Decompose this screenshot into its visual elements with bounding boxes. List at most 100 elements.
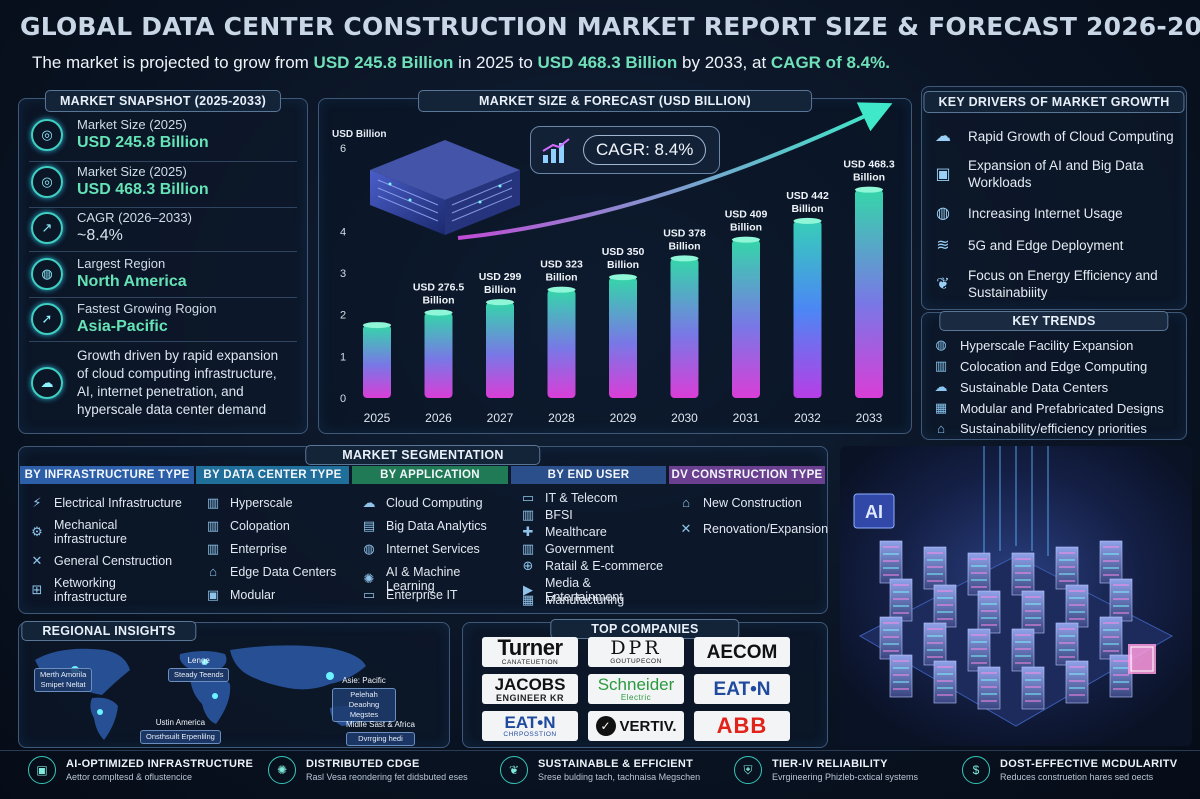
wifi-icon: ≋: [936, 237, 950, 254]
data-label: Billion: [853, 172, 885, 184]
cloud-network-icon: ☁: [31, 367, 63, 399]
trend-text: Sustainability/efficiency priorities: [960, 421, 1147, 436]
page-title: GLOBAL DATA CENTER CONSTRUCTION MARKET R…: [20, 12, 1200, 41]
footer-item: ▣ AI-OPTIMIZED INFRASTRUCTURE Aettor compl…: [28, 756, 253, 784]
data-label: USD 350: [602, 246, 645, 258]
database-icon: ▤: [362, 518, 376, 533]
segment-item-text: Cloud Computing: [386, 496, 483, 510]
target-icon: ◎: [31, 119, 63, 151]
region-name: Merth Amorila: [40, 670, 87, 679]
bar-cap: [609, 274, 637, 281]
bar: [670, 258, 699, 398]
segment-header: BY DATA CENTER TYPE: [196, 466, 349, 484]
segment-item: ⊞ Ketworking infrastructure: [28, 576, 168, 604]
vertiv-mark-icon: ✓: [595, 716, 616, 736]
bar-cap: [486, 299, 514, 306]
data-label: USD 323: [540, 259, 583, 271]
company-name: VERTIV.: [619, 717, 677, 735]
segment-header: DV CONSTRUCTION TYPE: [669, 466, 825, 484]
segment-item: ▭ IT & Telecom: [519, 491, 618, 506]
gear-icon: ⚙: [31, 524, 43, 539]
y-tick-label: 1: [340, 351, 346, 363]
divider: [29, 207, 297, 208]
company-logo-jacobs: JACOBS ENGINEER KR: [482, 674, 578, 704]
company-subtitle: Electric: [620, 693, 652, 702]
segment-item: ⚡ Electrical Infrastructure: [28, 496, 181, 511]
bar: [855, 189, 883, 398]
bar: [793, 220, 822, 398]
key-drivers-panel: KEY DRIVERS OF MARKET GROWTH ☁ Rapid Grow…: [921, 86, 1187, 310]
segment-item-text: Colopation: [230, 519, 290, 533]
snapshot-label: Largest Region: [77, 256, 166, 271]
server-rack: [1021, 666, 1045, 710]
driver-text: Rapid Growth of Cloud Computing: [968, 128, 1174, 144]
segment-header: BY END USER: [511, 466, 666, 484]
footer-item: $ DOST-EFFECTIVE MCDULARITV Reduces constr…: [962, 756, 1177, 784]
driver-item: ≋ 5G and Edge Deployment: [930, 232, 1123, 258]
data-label: USD 409: [725, 209, 768, 221]
server-rack: [933, 660, 957, 704]
footer-title: DOST-EFFECTIVE MCDULARITV: [1000, 758, 1178, 770]
snapshot-value: USD 245.8 Billion: [77, 134, 209, 151]
region-name: Lenge: [187, 656, 210, 665]
home-icon: ⌂: [209, 564, 217, 579]
data-center-illustration: AI: [840, 446, 1192, 746]
health-icon: ✚: [522, 524, 534, 539]
company-subtitle: GOUTUPECON: [610, 657, 662, 665]
x-tick-label: 2029: [610, 411, 637, 425]
segment-item: ▤ Big Data Analytics: [360, 518, 487, 534]
growth-chart-icon: [542, 138, 570, 163]
cagr-value: CAGR: 8.4%: [583, 135, 707, 165]
segment-item-text: Government: [545, 542, 614, 556]
segment-header: BY APPLICATION: [352, 466, 508, 484]
driver-text: Increasing Internet Usage: [968, 205, 1123, 221]
region-note: Pelehah Deaohng Megstes: [332, 688, 396, 722]
snapshot-label: Fastest Growing Rogion: [77, 301, 217, 316]
segment-item: ▭ Enterprise IT: [360, 588, 458, 603]
y-tick-label: 0: [340, 393, 346, 405]
leaf-icon: ❦: [500, 756, 528, 784]
segment-item: ✕ General Censtruction: [28, 554, 173, 569]
segment-item-text: Edge Data Centers: [230, 565, 337, 579]
media-icon: ▶: [523, 582, 533, 597]
home-icon: ⌂: [937, 421, 945, 436]
segment-header: BY INFRASTRUCTURE TYPE: [20, 466, 194, 484]
divider: [29, 341, 297, 342]
building-icon: ▥: [206, 495, 220, 510]
trend-text: Modular and Prefabricated Designs: [960, 400, 1164, 416]
data-label: Billion: [484, 284, 516, 296]
snapshot-value: ~8.4%: [77, 227, 123, 244]
subtitle-text: by 2033, at: [677, 53, 771, 72]
x-tick-label: 2032: [794, 411, 821, 425]
segment-item-text: BFSI: [545, 508, 573, 522]
server-rack: [889, 654, 913, 698]
company-name: ABB: [716, 713, 768, 738]
segment-item: ▥ Government: [519, 541, 614, 557]
y-tick-label: 2: [340, 310, 346, 322]
box-icon: ▣: [206, 587, 220, 602]
data-label: USD 468.3: [843, 159, 895, 171]
x-tick-label: 2027: [487, 411, 514, 425]
segment-column-infrastructure: BY INFRASTRUCTURE TYPE ⚡ Electrical Infra…: [20, 466, 194, 610]
driver-text: 5G and Edge Deployment: [968, 237, 1124, 253]
segment-column-end-user: BY END USER ▭ IT & Telecom ▥ BFSI ✚ Mealthc…: [511, 466, 666, 610]
data-label: Billion: [791, 203, 823, 215]
segment-item-text: Internet Services: [386, 542, 480, 556]
bar: [363, 325, 391, 398]
market-snapshot-title: MARKET SNAPSHOT (2025-2033): [44, 90, 282, 112]
driver-item: ☁ Rapid Growth of Cloud Computing: [930, 123, 1174, 149]
segment-item: ▥ Colopation: [204, 519, 290, 534]
segment-column-data-center-type: BY DATA CENTER TYPE ▥ Hyperscale ▥ Colopat…: [196, 466, 349, 610]
network-icon: ✺: [268, 756, 296, 784]
segment-item: ✺ AI & Machine Learning: [360, 565, 508, 593]
building-icon: ▥: [521, 541, 535, 556]
company-subtitle: ENGINEER KR: [495, 692, 564, 703]
snapshot-item: ◎ Market Size (2025) USD 245.8 Billion: [31, 117, 209, 152]
segment-item-text: Mealthcare: [545, 525, 607, 539]
segment-item-text: General Censtruction: [54, 554, 173, 568]
bar-cap: [363, 322, 391, 329]
server-rack: [977, 666, 1001, 710]
segment-item: ✚ Mealthcare: [519, 524, 607, 540]
segment-item-text: Ratail & E-commerce: [545, 559, 664, 573]
globe-icon: ◍: [363, 541, 375, 556]
